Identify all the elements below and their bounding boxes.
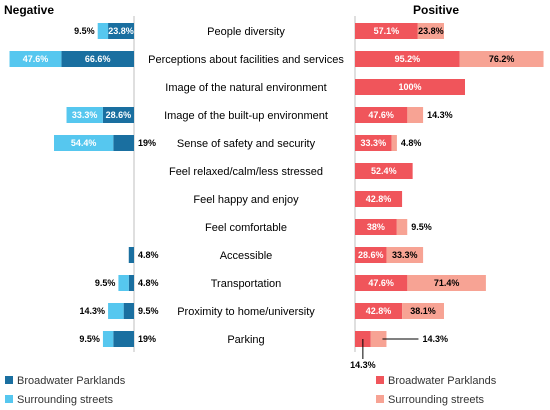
bar-negative-surrounding-parking <box>102 331 114 347</box>
legend-negative-broadwater-label: Broadwater Parklands <box>17 375 126 387</box>
bar-positive-surrounding-feel-comfortable <box>396 219 408 235</box>
bar-positive-surrounding-accessible <box>386 247 424 263</box>
bar-positive-broadwater-perceptions-about-facilities-and-services <box>355 51 460 67</box>
legend-negative-broadwater-swatch <box>5 376 13 384</box>
bar-positive-broadwater-sense-of-safety-and-security <box>355 135 392 151</box>
label-negative-surrounding-perceptions-about-facilities-and-services: 47.6% <box>23 54 49 64</box>
bar-positive-broadwater-people-diversity <box>355 23 418 39</box>
category-label-feel-relaxed-calm-less-stressed: Feel relaxed/calm/less stressed <box>169 166 323 178</box>
label-negative-broadwater-transportation: 4.8% <box>138 278 159 288</box>
category-label-feel-happy-and-enjoy: Feel happy and enjoy <box>193 194 299 206</box>
label-positive-surrounding-proximity-to-home-university: 38.1% <box>410 306 436 316</box>
label-negative-surrounding-image-of-the-built-up-environment: 33.3% <box>72 110 98 120</box>
label-positive-broadwater-image-of-the-built-up-environment: 47.6% <box>368 110 394 120</box>
bar-negative-broadwater-transportation <box>128 275 134 291</box>
bar-negative-broadwater-sense-of-safety-and-security <box>113 135 134 151</box>
bar-negative-broadwater-people-diversity <box>108 23 134 39</box>
label-positive-surrounding-sense-of-safety-and-security: 4.8% <box>401 138 422 148</box>
label-positive-surrounding-accessible: 33.3% <box>392 250 418 260</box>
label-positive-broadwater-sense-of-safety-and-security: 33.3% <box>361 138 387 148</box>
category-label-sense-of-safety-and-security: Sense of safety and security <box>177 138 316 150</box>
bar-negative-surrounding-perceptions-about-facilities-and-services <box>9 51 62 67</box>
chart-marks: People diversity 23.8% 9.5% 57.1% 23.8% Perce… <box>9 23 544 370</box>
label-positive-surrounding-people-diversity: 23.8% <box>418 26 444 36</box>
category-label-accessible: Accessible <box>220 250 273 262</box>
label-negative-broadwater-perceptions-about-facilities-and-services: 66.6% <box>85 54 111 64</box>
label-positive-broadwater-transportation: 47.6% <box>368 278 394 288</box>
bar-negative-surrounding-sense-of-safety-and-security <box>53 135 114 151</box>
label-negative-broadwater-image-of-the-built-up-environment: 28.6% <box>106 110 132 120</box>
label-positive-broadwater-feel-relaxed-calm-less-stressed: 52.4% <box>371 166 397 176</box>
bar-negative-broadwater-parking <box>113 331 134 347</box>
bar-positive-broadwater-image-of-the-built-up-environment <box>355 107 408 123</box>
bar-positive-broadwater-accessible <box>355 247 387 263</box>
bar-negative-surrounding-proximity-to-home-university <box>108 303 124 319</box>
label-positive-broadwater-proximity-to-home-university: 42.8% <box>366 306 392 316</box>
category-label-parking: Parking <box>227 334 264 346</box>
label-negative-broadwater-people-diversity: 23.8% <box>108 26 134 36</box>
label-negative-broadwater-accessible: 4.8% <box>138 250 159 260</box>
label-negative-broadwater-parking: 19% <box>138 334 156 344</box>
bar-positive-broadwater-image-of-the-natural-environment <box>355 79 465 95</box>
bar-positive-surrounding-parking <box>370 331 387 347</box>
category-label-proximity-to-home-university: Proximity to home/university <box>177 306 315 318</box>
bar-negative-surrounding-people-diversity <box>97 23 109 39</box>
legend-negative-surrounding-swatch <box>5 395 13 403</box>
label-positive-broadwater-parking: 14.3% <box>350 360 376 370</box>
category-label-perceptions-about-facilities-and-services: Perceptions about facilities and service… <box>148 54 344 66</box>
label-negative-surrounding-parking: 9.5% <box>79 334 100 344</box>
label-negative-surrounding-sense-of-safety-and-security: 54.4% <box>71 138 97 148</box>
legend-negative-surrounding-label: Surrounding streets <box>17 394 113 406</box>
bar-negative-surrounding-transportation <box>118 275 129 291</box>
label-positive-broadwater-image-of-the-natural-environment: 100% <box>398 82 421 92</box>
legend-positive-surrounding-swatch <box>376 395 384 403</box>
bar-positive-surrounding-perceptions-about-facilities-and-services <box>459 51 544 67</box>
category-label-people-diversity: People diversity <box>207 26 285 38</box>
label-negative-surrounding-transportation: 9.5% <box>95 278 116 288</box>
label-positive-surrounding-perceptions-about-facilities-and-services: 76.2% <box>489 54 515 64</box>
label-positive-broadwater-feel-comfortable: 38% <box>367 222 385 232</box>
label-positive-surrounding-image-of-the-built-up-environment: 14.3% <box>427 110 453 120</box>
label-positive-surrounding-feel-comfortable: 9.5% <box>411 222 432 232</box>
category-label-feel-comfortable: Feel comfortable <box>205 222 287 234</box>
bar-positive-surrounding-sense-of-safety-and-security <box>391 135 397 151</box>
category-label-image-of-the-natural-environment: Image of the natural environment <box>165 82 326 94</box>
negative-title: Negative <box>4 3 54 17</box>
label-positive-broadwater-feel-happy-and-enjoy: 42.8% <box>366 194 392 204</box>
legend-positive-broadwater-label: Broadwater Parklands <box>388 375 497 387</box>
bar-negative-broadwater-proximity-to-home-university <box>123 303 134 319</box>
label-negative-broadwater-proximity-to-home-university: 9.5% <box>138 306 159 316</box>
label-negative-surrounding-proximity-to-home-university: 14.3% <box>80 306 106 316</box>
label-negative-surrounding-people-diversity: 9.5% <box>74 26 95 36</box>
positive-title: Positive <box>413 3 459 17</box>
bar-positive-broadwater-transportation <box>355 275 408 291</box>
label-positive-broadwater-people-diversity: 57.1% <box>374 26 400 36</box>
label-negative-broadwater-sense-of-safety-and-security: 19% <box>138 138 156 148</box>
bar-positive-surrounding-image-of-the-built-up-environment <box>407 107 424 123</box>
label-positive-broadwater-perceptions-about-facilities-and-services: 95.2% <box>395 54 421 64</box>
legend-positive-surrounding-label: Surrounding streets <box>388 394 484 406</box>
legend-positive-broadwater-swatch <box>376 376 384 384</box>
label-positive-surrounding-parking: 14.3% <box>422 334 448 344</box>
bar-positive-broadwater-proximity-to-home-university <box>355 303 403 319</box>
bar-positive-surrounding-transportation <box>407 275 486 291</box>
bar-positive-surrounding-people-diversity <box>417 23 444 39</box>
label-positive-broadwater-accessible: 28.6% <box>358 250 384 260</box>
category-label-transportation: Transportation <box>211 278 282 290</box>
bar-positive-surrounding-proximity-to-home-university <box>402 303 444 319</box>
bar-positive-broadwater-feel-happy-and-enjoy <box>355 191 403 207</box>
bar-positive-broadwater-feel-relaxed-calm-less-stressed <box>355 163 413 179</box>
legend: Broadwater Parklands Surrounding streets B… <box>5 375 497 406</box>
category-label-image-of-the-built-up-environment: Image of the built-up environment <box>164 110 328 122</box>
bar-negative-broadwater-accessible <box>128 247 134 263</box>
label-positive-surrounding-transportation: 71.4% <box>434 278 460 288</box>
bar-negative-surrounding-image-of-the-built-up-environment <box>66 107 103 123</box>
bar-negative-broadwater-image-of-the-built-up-environment <box>102 107 134 123</box>
bar-negative-broadwater-perceptions-about-facilities-and-services <box>61 51 134 67</box>
bar-positive-broadwater-feel-comfortable <box>355 219 397 235</box>
